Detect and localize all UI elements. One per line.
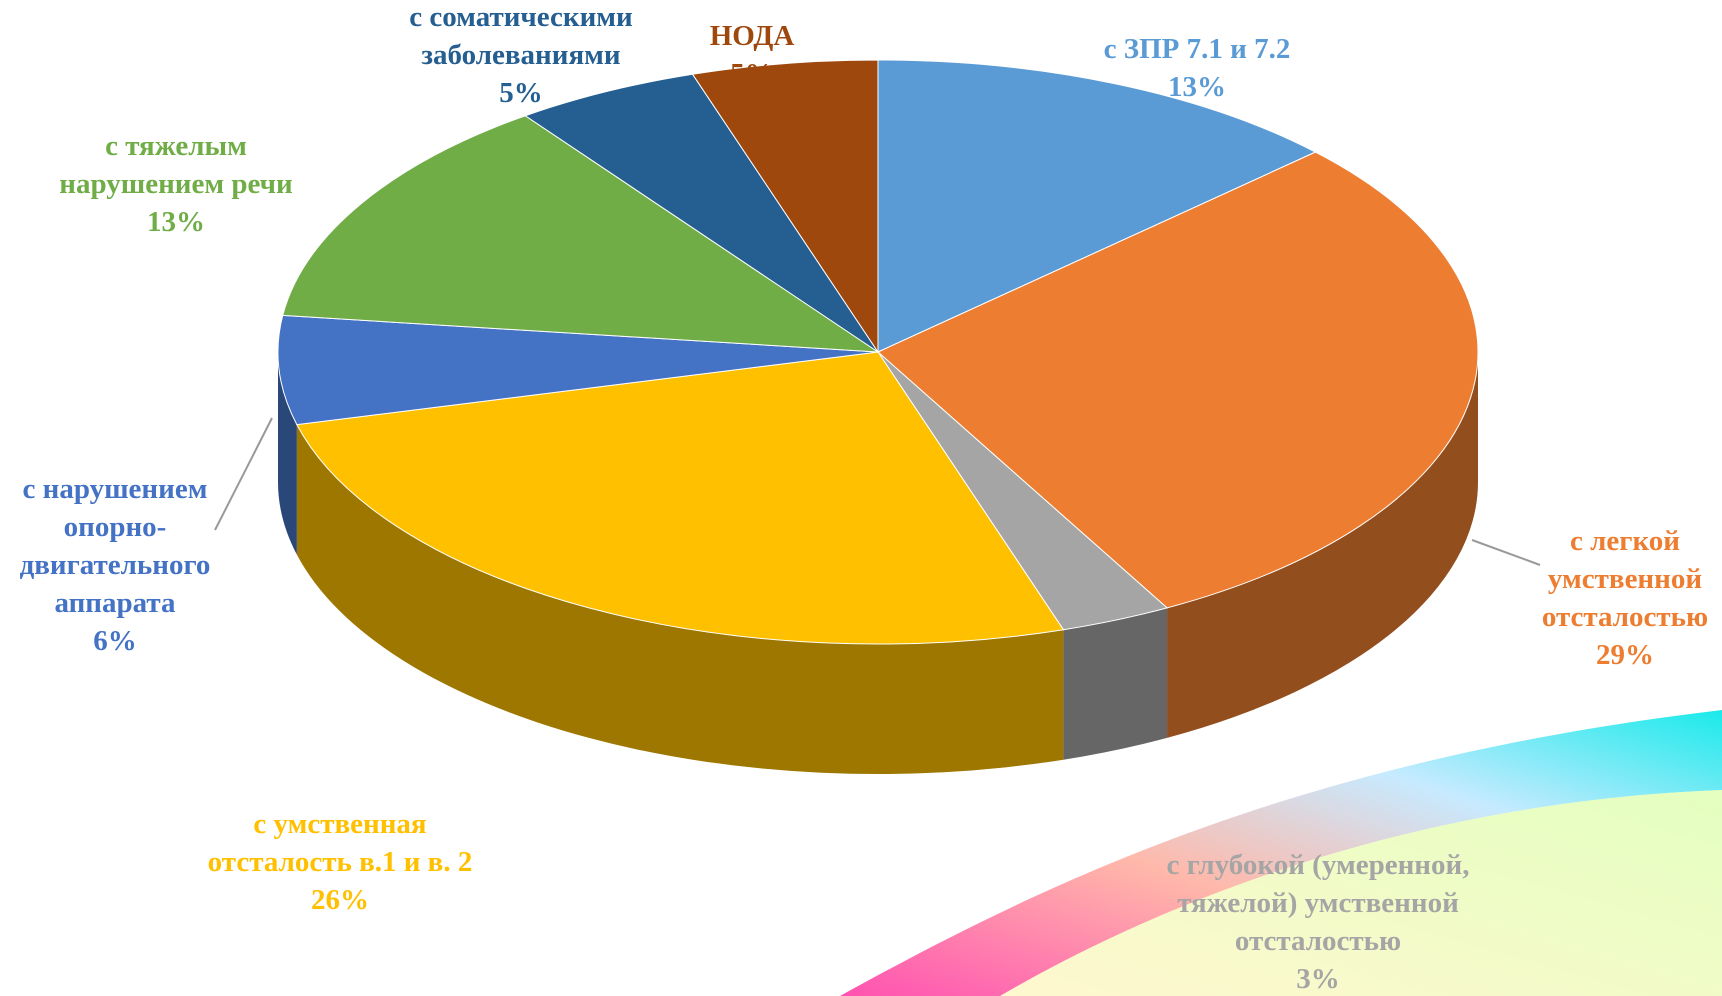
leader-line (1472, 540, 1540, 565)
value-label: 29% (1542, 636, 1708, 674)
value-label: 5% (409, 74, 633, 112)
data-label: с нарушением опорно- двигательного аппар… (20, 470, 211, 660)
category-label: с тяжелым нарушением речи (59, 127, 292, 203)
value-label: 5% (710, 55, 795, 93)
value-label: 26% (208, 881, 473, 919)
category-label: с нарушением опорно- двигательного аппар… (20, 470, 211, 622)
category-label: с глубокой (умеренной, тяжелой) умственн… (1167, 846, 1470, 960)
value-label: 3% (1167, 960, 1470, 996)
category-label: НОДА (710, 17, 795, 55)
value-label: 13% (1104, 68, 1291, 106)
value-label: 6% (20, 622, 211, 660)
category-label: с умственная отсталость в.1 и в. 2 (208, 805, 473, 881)
category-label: с легкой умственной отсталостью (1542, 522, 1708, 636)
slice-side (1063, 608, 1167, 760)
data-label: с глубокой (умеренной, тяжелой) умственн… (1167, 846, 1470, 996)
page: с ЗПР 7.1 и 7.213%с легкой умственной от… (0, 0, 1722, 996)
category-label: с соматическими заболеваниями (409, 0, 633, 74)
value-label: 13% (59, 203, 292, 241)
pie (278, 60, 1478, 774)
category-label: с ЗПР 7.1 и 7.2 (1104, 30, 1291, 68)
leader-line (215, 418, 272, 530)
